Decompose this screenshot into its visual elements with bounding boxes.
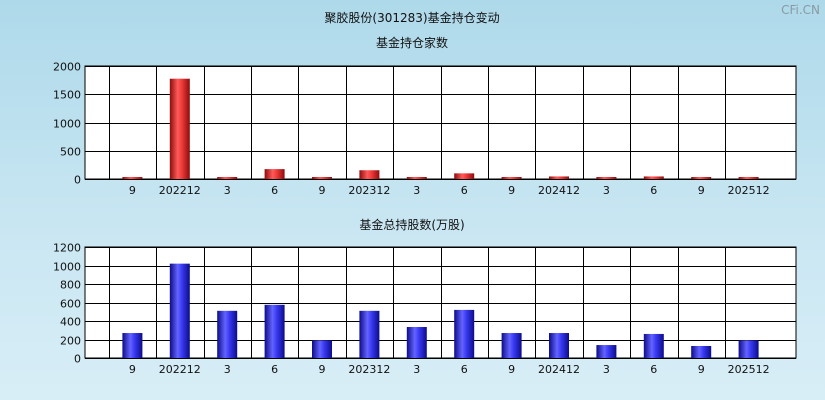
y-tick-label: 0 xyxy=(74,353,81,366)
y-tick-label: 1000 xyxy=(53,261,81,274)
y-tick-label: 1500 xyxy=(53,89,81,102)
x-tick-label: 6 xyxy=(461,184,468,197)
bar xyxy=(454,173,475,179)
x-tick-label: 202512 xyxy=(728,184,770,197)
x-tick-label: 9 xyxy=(129,363,136,376)
x-tick-label: 6 xyxy=(271,184,278,197)
bar xyxy=(643,176,664,179)
bar xyxy=(643,333,664,358)
x-tick-label: 3 xyxy=(224,363,231,376)
x-tick-label: 3 xyxy=(603,184,610,197)
bar xyxy=(122,333,143,358)
x-tick-label: 6 xyxy=(650,363,657,376)
plot-area xyxy=(84,246,797,359)
y-tick-label: 400 xyxy=(60,316,81,329)
chart1-holders-count: 0 500 1000 1500 2000 9 202212 3 6 9 202312 3 6 9 20241… xyxy=(53,61,797,197)
x-tick-label: 202412 xyxy=(538,363,580,376)
bar xyxy=(738,340,759,358)
x-tick-label: 3 xyxy=(603,363,610,376)
bar xyxy=(169,78,190,179)
x-tick-label: 202212 xyxy=(159,363,201,376)
x-tick-label: 202412 xyxy=(538,184,580,197)
x-tick-label: 202212 xyxy=(159,184,201,197)
page-title: 聚胶股份(301283)基金持仓变动 xyxy=(324,10,499,25)
y-tick-label: 2000 xyxy=(53,61,81,74)
bar xyxy=(501,333,522,358)
bar xyxy=(454,309,475,358)
x-tick-label: 9 xyxy=(698,363,705,376)
bar xyxy=(596,345,617,358)
y-tick-label: 600 xyxy=(60,298,81,311)
y-tick-label: 800 xyxy=(60,279,81,292)
bar xyxy=(596,177,617,179)
x-tick-label: 3 xyxy=(413,184,420,197)
bar xyxy=(738,177,759,179)
x-tick-label: 202512 xyxy=(728,363,770,376)
x-tick-label: 9 xyxy=(129,184,136,197)
bar xyxy=(549,176,569,179)
x-tick-label: 9 xyxy=(508,363,515,376)
bar xyxy=(406,327,427,358)
x-tick-label: 6 xyxy=(650,184,657,197)
y-tick-label: 500 xyxy=(60,146,81,159)
bar xyxy=(406,177,427,179)
chart2-title: 基金总持股数(万股) xyxy=(359,217,464,232)
x-tick-label: 3 xyxy=(413,363,420,376)
bar xyxy=(264,304,285,358)
x-tick-label: 9 xyxy=(319,184,326,197)
bar xyxy=(501,177,522,179)
y-tick-label: 1000 xyxy=(53,118,81,131)
chart2-total-shares: 0 200 400 600 800 1000 1200 9 202212 3 6 9 202312 3 6 9… xyxy=(53,242,797,376)
watermark: CFi.CN xyxy=(781,3,820,17)
bar xyxy=(691,177,712,179)
bar xyxy=(359,170,380,179)
bar xyxy=(264,169,285,179)
x-tick-label: 9 xyxy=(319,363,326,376)
x-tick-label: 202312 xyxy=(348,184,390,197)
x-tick-label: 6 xyxy=(271,363,278,376)
bar xyxy=(312,177,332,179)
bar xyxy=(169,263,190,358)
x-tick-label: 3 xyxy=(224,184,231,197)
bar xyxy=(549,333,569,358)
x-tick-label: 6 xyxy=(461,363,468,376)
x-tick-label: 9 xyxy=(698,184,705,197)
bar xyxy=(122,177,143,179)
x-tick-label: 9 xyxy=(508,184,515,197)
y-tick-label: 1200 xyxy=(53,242,81,255)
bar xyxy=(359,310,380,358)
x-tick-label: 202312 xyxy=(348,363,390,376)
y-tick-label: 200 xyxy=(60,335,81,348)
bar xyxy=(691,345,712,358)
chart1-title: 基金持仓家数 xyxy=(376,35,448,50)
y-tick-label: 0 xyxy=(74,174,81,187)
bar xyxy=(312,340,332,358)
bar xyxy=(217,310,238,358)
plot-area xyxy=(84,65,797,180)
bar xyxy=(217,177,238,179)
